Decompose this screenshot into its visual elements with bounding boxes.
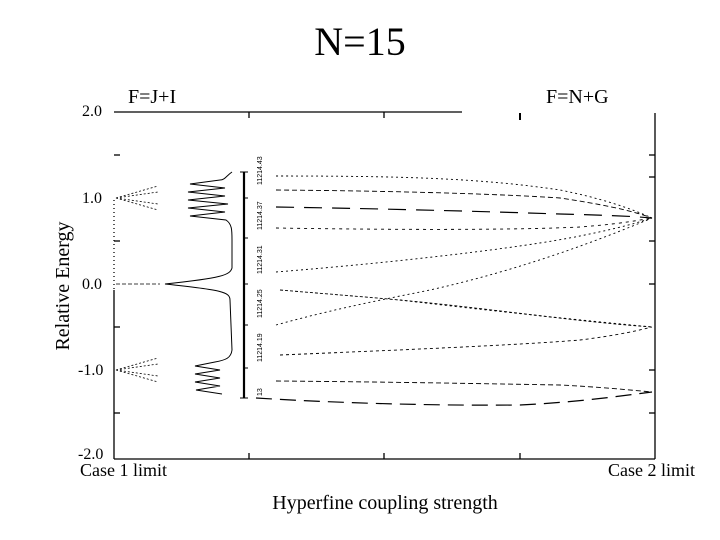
y-tick-neg2: -2.0 — [78, 446, 104, 463]
level-9 — [275, 380, 653, 393]
energy-levels — [255, 175, 653, 406]
level-6 — [279, 289, 653, 328]
x-endpoint-right: Case 2 limit — [608, 460, 695, 480]
level-3 — [275, 206, 653, 219]
inset-label-4: 11214.25 — [257, 289, 264, 318]
inset-label-2: 11214.37 — [257, 201, 264, 230]
inset-label-1: 11214.43 — [257, 156, 264, 185]
inset-label-3: 11214.31 — [257, 245, 264, 274]
x-endpoint-left: Case 1 limit — [80, 460, 167, 480]
level-10 — [255, 391, 653, 406]
level-4 — [275, 217, 653, 230]
x-axis-label: Hyperfine coupling strength — [272, 492, 498, 514]
inset-label-6: 13 — [257, 388, 264, 396]
case1-fans — [115, 185, 160, 383]
y-tick-neg1: -1.0 — [78, 362, 104, 379]
region-label-right: F=N+G — [546, 86, 609, 108]
chart-title: N=15 — [314, 19, 406, 64]
level-2 — [275, 189, 653, 219]
inset-axis-labels: 11214.43 11214.37 11214.31 11214.25 1121… — [257, 156, 264, 396]
level-8 — [279, 326, 653, 356]
y-tick-1: 1.0 — [82, 190, 102, 207]
level-7 — [275, 217, 653, 326]
y-tick-2: 2.0 — [82, 103, 102, 120]
y-tick-0: 0.0 — [82, 276, 102, 293]
region-label-left: F=J+I — [128, 86, 177, 108]
level-5 — [275, 217, 653, 273]
inset-spectrum — [164, 171, 248, 399]
level-6b — [399, 299, 653, 328]
level-1 — [275, 175, 653, 219]
inset-label-5: 11214.19 — [257, 333, 264, 362]
axes — [113, 111, 656, 460]
